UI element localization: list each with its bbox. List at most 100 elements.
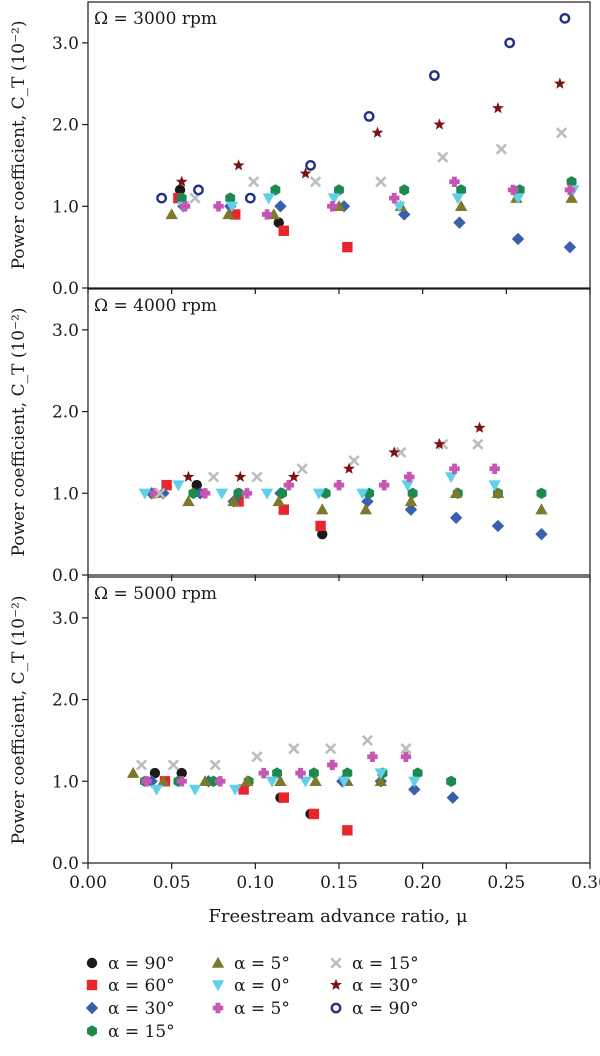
data-point-s4 <box>446 775 457 787</box>
panels: 0.0 1.0 2.0 3.0 Ω = 3000 rpm Power coefficien… <box>9 1 600 893</box>
data-point-s8 <box>248 176 260 188</box>
data-point-s3 <box>491 519 505 533</box>
data-point-s4 <box>334 184 344 196</box>
data-point-s6 <box>393 201 406 213</box>
y-tick-label: 3.0 <box>52 609 79 629</box>
data-point-s7 <box>564 184 576 196</box>
x-tick-label: 0.05 <box>153 873 191 893</box>
y-tick-label: 0.0 <box>52 279 79 299</box>
legend-marker-s4 <box>87 1025 97 1037</box>
data-point-s6 <box>229 784 242 796</box>
legend-marker-s8 <box>330 957 342 969</box>
data-point-s8 <box>288 742 300 755</box>
legend-item: α = 0° <box>211 976 290 996</box>
data-point-s8 <box>135 759 148 771</box>
data-point-s6 <box>312 488 326 500</box>
data-point-s7 <box>449 176 460 187</box>
data-points <box>156 12 580 254</box>
legend-label: α = 15° <box>108 1022 175 1042</box>
data-point-s8 <box>348 454 360 467</box>
data-point-s9 <box>473 421 486 433</box>
data-point-s1 <box>191 479 202 491</box>
data-point-s8 <box>154 487 166 499</box>
legend-marker-s10 <box>330 1002 342 1014</box>
data-point-s8 <box>555 127 568 139</box>
x-tick-label: 0.10 <box>236 873 274 893</box>
data-point-s8 <box>207 471 220 483</box>
y-tick-label: 1.0 <box>52 772 79 792</box>
data-point-s6 <box>401 480 414 492</box>
data-point-s9 <box>234 470 247 482</box>
panel-speed-label: Ω = 5000 rpm <box>94 584 217 604</box>
data-point-s4 <box>277 487 288 499</box>
data-point-s2 <box>342 825 353 836</box>
legend-label: α = 60° <box>108 976 175 996</box>
data-point-s4 <box>233 487 244 499</box>
legend-label: α = 5° <box>234 999 290 1019</box>
x-tick-label: 0.20 <box>404 873 442 893</box>
data-point-s5 <box>309 775 322 786</box>
data-point-s6 <box>215 488 229 500</box>
data-point-s6 <box>356 488 369 500</box>
x-tick-label: 0.25 <box>487 873 525 893</box>
data-point-s1 <box>176 767 187 779</box>
data-point-s5 <box>374 775 388 786</box>
data-point-s4 <box>399 184 410 196</box>
data-point-s7 <box>327 759 338 771</box>
legend: α = 90°α = 60° α = 30° α = 15° α = 5° α = 0°… <box>85 954 419 1042</box>
data-point-s6 <box>488 480 501 492</box>
data-point-s8 <box>325 742 337 755</box>
data-point-s2 <box>342 241 353 253</box>
data-point-s9 <box>492 102 504 114</box>
legend-item: α = 90° <box>86 954 175 974</box>
data-point-s7 <box>327 201 338 212</box>
data-point-s7 <box>295 767 306 779</box>
data-point-s5 <box>274 775 287 786</box>
data-point-s1 <box>149 767 161 779</box>
legend-marker-s7 <box>212 1002 224 1014</box>
data-point-s7 <box>141 776 152 787</box>
data-point-s10 <box>156 192 168 204</box>
y-tick-label: 2.0 <box>52 691 79 711</box>
data-point-s4 <box>412 767 423 779</box>
data-point-s5 <box>359 503 372 515</box>
legend-item: α = 15° <box>87 1022 175 1042</box>
y-axis-title: Power coefficient, C_T (10⁻²) <box>9 596 29 845</box>
data-point-s5 <box>126 766 140 778</box>
data-point-s4 <box>225 192 236 204</box>
legend-item: α = 30° <box>330 976 419 996</box>
data-point-s7 <box>378 479 390 491</box>
data-point-s3 <box>404 503 418 516</box>
data-point-s6 <box>138 488 152 500</box>
data-point-s7 <box>283 479 294 491</box>
data-points <box>138 421 548 541</box>
data-point-s6 <box>265 776 279 788</box>
legend-marker-s5 <box>211 956 225 968</box>
data-point-s2 <box>278 504 289 515</box>
panel-2: 0.0 1.0 2.0 3.0 Ω = 4000 rpm Power coefficien… <box>9 288 591 586</box>
data-point-s8 <box>472 438 484 450</box>
data-point-s3 <box>274 200 287 213</box>
data-point-s10 <box>193 184 204 196</box>
data-point-s8 <box>251 471 263 483</box>
data-point-s6 <box>408 776 421 788</box>
data-point-s10 <box>559 12 571 24</box>
data-point-s8 <box>309 176 322 188</box>
data-point-s8 <box>167 759 179 771</box>
data-point-s7 <box>489 463 500 474</box>
data-point-s8 <box>495 143 507 155</box>
data-point-s6 <box>337 776 351 788</box>
y-tick-label: 0.0 <box>52 854 79 874</box>
data-point-s3 <box>511 232 525 246</box>
x-axis-title-group: Freestream advance ratio, μ <box>208 906 467 927</box>
data-point-s5 <box>198 775 212 786</box>
x-tick-label: 0.15 <box>320 873 358 893</box>
data-point-s9 <box>553 77 566 89</box>
data-point-s7 <box>507 184 519 196</box>
data-point-s6 <box>262 193 275 205</box>
data-point-s3 <box>453 216 466 229</box>
data-point-s2 <box>315 520 326 532</box>
y-tick-label: 3.0 <box>52 321 79 341</box>
data-point-s7 <box>389 192 400 204</box>
panel-frame <box>87 1 591 289</box>
